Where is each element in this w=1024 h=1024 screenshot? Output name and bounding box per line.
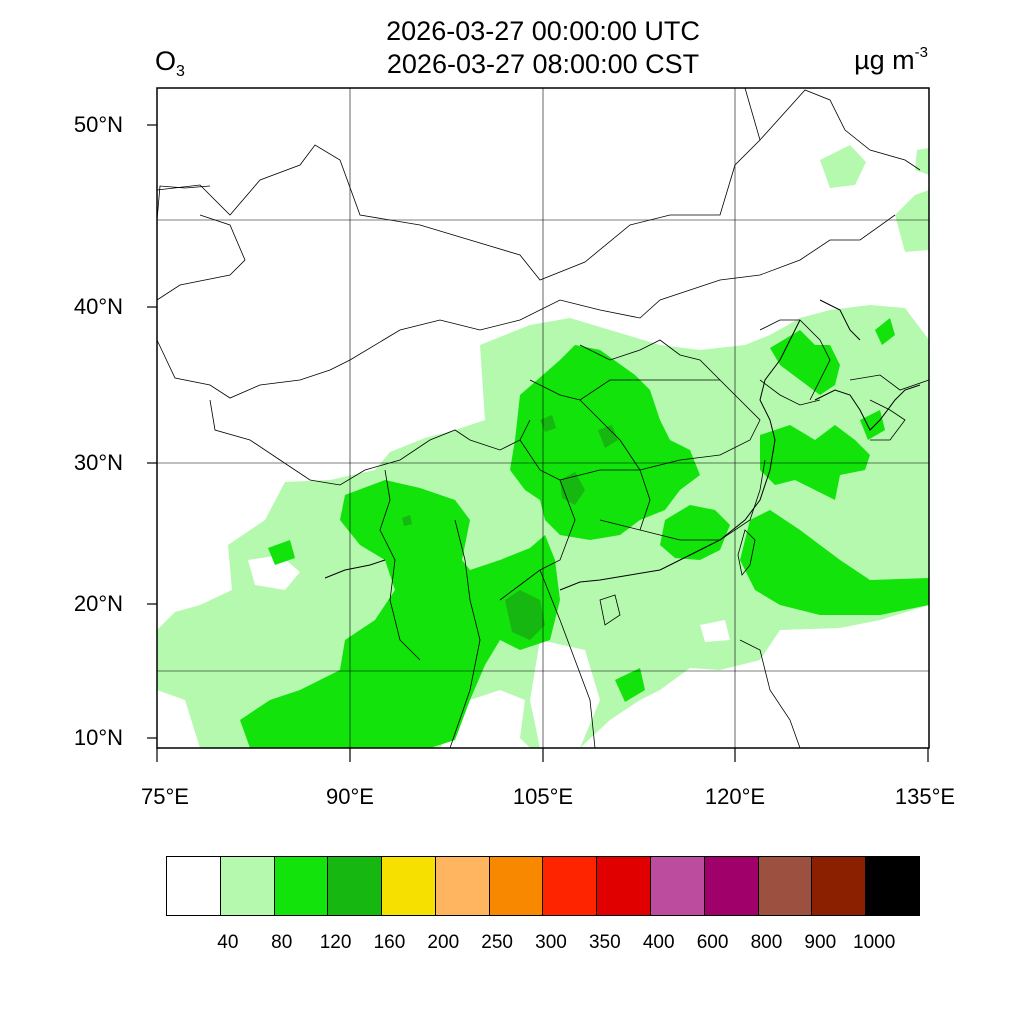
- legend-swatch: [758, 857, 813, 915]
- variable-label: O3: [155, 46, 185, 81]
- lon-label-105e: 105°E: [512, 784, 574, 809]
- legend-swatch: [328, 857, 383, 915]
- border-lines: [157, 88, 929, 748]
- legend-swatch: [167, 857, 221, 915]
- legend-tick-label: 120: [319, 932, 352, 953]
- color-legend-bar: [166, 856, 920, 916]
- legend-tick-label: 800: [750, 932, 783, 953]
- unit-superscript: -3: [914, 44, 928, 61]
- lat-label-10n: 10°N: [73, 725, 123, 750]
- legend-swatch: [220, 857, 275, 915]
- legend-tick-label: 80: [271, 932, 293, 953]
- lat-label-40n: 40°N: [73, 294, 123, 319]
- legend-swatch: [382, 857, 436, 915]
- unit-text: µg m: [854, 45, 915, 75]
- variable-name: O: [155, 46, 177, 76]
- legend-tick-label: 160: [373, 932, 406, 953]
- legend-swatch: [651, 857, 705, 915]
- legend-swatch: [274, 857, 329, 915]
- lon-label-135e: 135°E: [894, 784, 956, 809]
- legend-tick-label: 600: [696, 932, 729, 953]
- graticule: [157, 88, 929, 748]
- legend-tick-label: 200: [427, 932, 460, 953]
- legend-swatch: [489, 857, 544, 915]
- legend-swatch: [543, 857, 598, 915]
- lat-label-50n: 50°N: [73, 112, 123, 137]
- legend-swatch: [435, 857, 490, 915]
- coastline: [324, 299, 921, 591]
- legend-swatch: [812, 857, 867, 915]
- lat-label-20n: 20°N: [73, 591, 123, 616]
- ozone-120-160-area: [402, 415, 618, 640]
- legend-tick-label: 1000: [853, 932, 896, 953]
- legend-tick-label: 350: [588, 932, 621, 953]
- lat-label-30n: 30°N: [73, 450, 123, 475]
- legend-tick-label: 300: [535, 932, 567, 953]
- title-utc-time: 2026-03-27 00:00:00 UTC: [386, 16, 700, 46]
- legend-swatch: [866, 857, 919, 915]
- variable-subscript: 3: [176, 63, 185, 80]
- lon-label-90e: 90°E: [326, 784, 374, 809]
- unit-label: µg m-3: [854, 44, 928, 76]
- lon-ticks: [156, 748, 929, 762]
- lon-label-120e: 120°E: [704, 784, 766, 809]
- legend-tick-label: 250: [481, 932, 513, 953]
- lon-label-75e: 75°E: [141, 784, 189, 809]
- lat-ticks: [147, 124, 157, 739]
- title-cst-time: 2026-03-27 08:00:00 CST: [386, 49, 700, 79]
- legend-tick-label: 400: [642, 932, 675, 953]
- legend-swatch: [704, 857, 759, 915]
- legend-swatch: [597, 857, 652, 915]
- legend-tick-label: 40: [217, 932, 239, 953]
- legend-tick-label: 900: [804, 932, 837, 953]
